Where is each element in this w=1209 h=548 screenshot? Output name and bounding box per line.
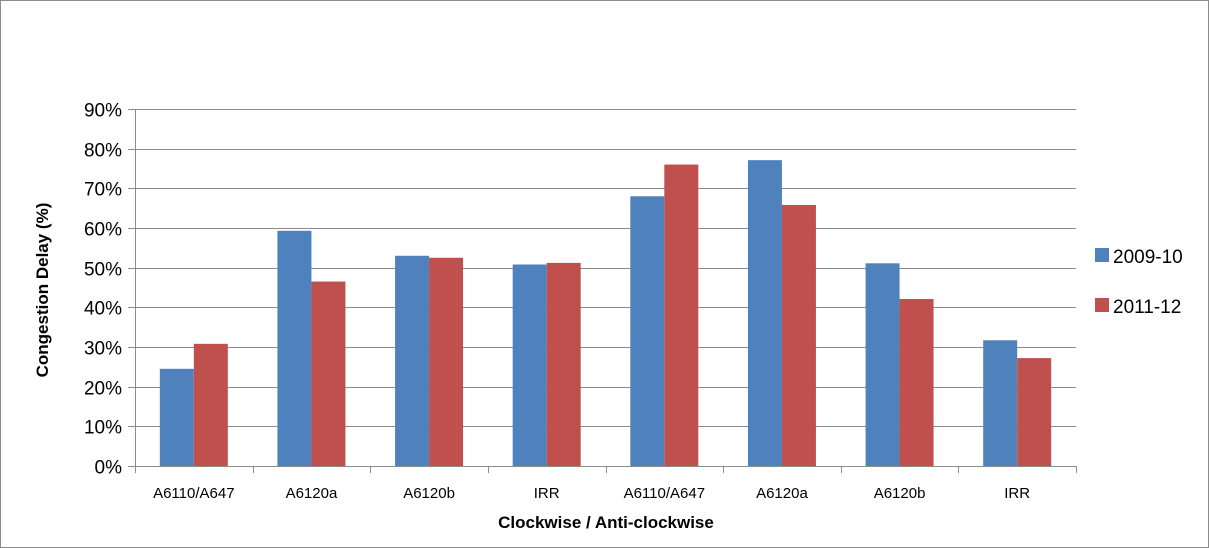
bar-2011-12-3 xyxy=(429,257,464,466)
legend-swatch-2009-10 xyxy=(1095,248,1109,262)
x-category-label: IRR xyxy=(534,485,560,502)
y-tick-label: 0% xyxy=(95,458,123,479)
bar-2011-12-2 xyxy=(311,281,346,466)
gridlines xyxy=(128,109,1076,467)
y-axis-title: Congestion Delay (%) xyxy=(33,203,52,378)
x-category-label: A6120b xyxy=(403,485,455,502)
x-axis-title: Clockwise / Anti-clockwise xyxy=(498,513,714,532)
y-tick-label: 70% xyxy=(84,180,122,201)
legend-label: 2009-10 xyxy=(1113,247,1183,268)
axes xyxy=(135,109,1077,473)
x-category-label: A6120b xyxy=(874,485,926,502)
bar-2009-10-3 xyxy=(395,255,430,466)
x-category-label: A6110/A647 xyxy=(624,485,705,502)
y-tick-label: 50% xyxy=(84,260,122,281)
y-tick-label: 90% xyxy=(84,101,122,122)
bar-2011-12-4 xyxy=(546,262,581,466)
y-tick-label: 30% xyxy=(84,339,122,360)
bar-2011-12-6 xyxy=(781,204,816,466)
bar-2009-10-4 xyxy=(512,264,547,466)
y-tick-label: 40% xyxy=(84,299,122,320)
x-category-label: A6110/A647 xyxy=(153,485,234,502)
x-category-labels: A6110/A647 A6120a A6120b IRR A6110/A647 A6120… xyxy=(153,485,1030,502)
bar-2009-10-5 xyxy=(630,196,665,466)
x-category-label: A6120a xyxy=(286,485,338,502)
y-tick-label: 80% xyxy=(84,141,122,162)
bar-2011-12-5 xyxy=(664,164,699,467)
bar-2009-10-1 xyxy=(159,368,194,466)
bar-2009-10-2 xyxy=(277,230,312,466)
legend-swatch-2011-12 xyxy=(1095,298,1109,312)
y-tick-labels: 0% 10% 20% 30% 40% 50% 60% 70% 80% 90% xyxy=(84,101,122,479)
bar-2011-12-8 xyxy=(1017,358,1052,466)
bar-2011-12-1 xyxy=(193,343,228,466)
bar-2009-10-7 xyxy=(865,263,900,466)
x-category-label: A6120a xyxy=(756,485,808,502)
y-tick-label: 20% xyxy=(84,379,122,400)
bar-2009-10-6 xyxy=(747,160,782,467)
y-tick-label: 60% xyxy=(84,220,122,241)
legend: 2009-10 2011-12 xyxy=(1095,247,1183,318)
bar-2011-12-7 xyxy=(899,299,934,466)
bar-2009-10-8 xyxy=(983,340,1018,466)
bars xyxy=(159,160,1052,467)
x-category-label: IRR xyxy=(1004,485,1030,502)
y-tick-label: 10% xyxy=(84,418,122,439)
legend-label: 2011-12 xyxy=(1113,297,1181,318)
